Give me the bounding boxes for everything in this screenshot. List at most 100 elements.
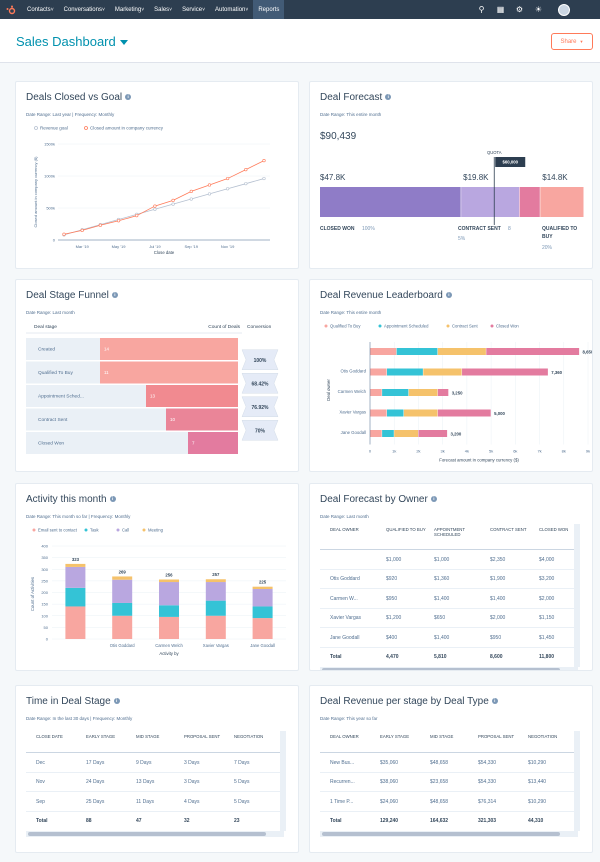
table-cell: $2,350 [490,556,506,563]
table-cell: $76,314 [478,798,497,805]
data-point [135,214,139,218]
scrollbar-thumb[interactable] [322,832,560,836]
quota-label: QUOTA [487,150,502,155]
table-cell: 25 Days [86,798,105,805]
table-cell: $10,290 [528,798,547,805]
y-tick-label: 150 [41,602,48,607]
marketplace-icon[interactable]: ▦ [496,5,505,14]
nav-item-marketing[interactable]: Marketing ˅ [110,0,149,19]
data-point [244,167,248,172]
data-point [207,183,212,187]
conversion-value: 68.42% [252,381,270,387]
gear-icon[interactable]: ⚙ [515,5,524,14]
info-icon[interactable]: i [125,94,132,101]
x-tick-label: 3k [441,449,445,454]
table-row [26,792,284,812]
table-cell: $1,400 [434,634,450,641]
x-tick-label: 6k [513,449,517,454]
nav-item-label: Sales [154,6,170,13]
card-subtitle: Date Range: This year so far [320,716,378,721]
nav-item-label: Marketing [114,6,142,13]
nav-item-sales[interactable]: Sales ˅ [149,0,177,19]
bar-segment [65,587,86,607]
stage-name: CONTRACT SENT [458,226,501,232]
table-cell: $950 [386,595,398,602]
share-button[interactable]: Share ▼ [551,33,593,50]
table-row [320,628,578,648]
vertical-scrollbar[interactable] [574,524,580,667]
info-icon[interactable]: i [430,496,437,503]
scrollbar-thumb[interactable] [322,668,560,670]
table-cell: $1,200 [386,615,402,622]
info-icon[interactable]: i [113,698,120,705]
bell-icon[interactable]: ☀ [534,5,543,14]
table-cell: $54,330 [478,779,497,786]
info-icon[interactable]: i [491,698,498,705]
bar-segment [437,409,491,417]
info-icon[interactable]: i [385,94,392,101]
table-cell: $950 [490,634,502,641]
scrollbar-thumb[interactable] [28,832,266,836]
bar-segment [386,409,404,417]
x-tick-label: Jul '19 [149,244,161,249]
nav-item-reports[interactable]: Reports [253,0,285,19]
vertical-scrollbar[interactable] [280,731,286,831]
avatar[interactable] [558,3,570,16]
nav-item-conversations[interactable]: Conversations ˅ [59,0,110,19]
deal-forecast-card: Deal Forecast i Date Range: This entire m… [309,81,593,269]
legend-label: Meeting [148,528,164,533]
legend-label: Qualified To Buy [330,324,361,329]
data-point [116,219,121,223]
total-cell: 23 [234,818,240,825]
conversion-chevron [241,349,279,370]
search-icon[interactable]: ⚲ [478,5,485,14]
data-point [171,202,175,206]
table-cell: Otis Goddard [330,576,360,583]
table-cell: 11 Days [136,798,154,805]
y-tick-label: 200 [41,590,48,595]
bar-segment [159,616,179,639]
page-title: Sales Dashboard [16,34,116,49]
card-subtitle: Date Range: This month so far | Frequenc… [26,514,131,519]
hubspot-logo-icon[interactable] [0,0,22,19]
x-tick-label: 7k [537,449,541,454]
bar-segment [205,579,226,583]
page-header: Sales Dashboard Share ▼ [0,19,600,63]
x-tick-label: Carmen Welch [155,643,183,648]
x-tick-label: 8k [562,449,566,454]
table-header-row [320,524,578,550]
stage-pct: 5% [458,236,466,242]
y-tick-label: 50 [44,625,49,630]
deal-count: 13 [150,394,156,399]
column-header: CLOSE DATE [36,734,63,739]
x-tick-label: Sep '19 [185,244,199,249]
table-cell: $38,060 [380,779,399,786]
stage-label: Closed Won [38,441,64,447]
dashboard-selector[interactable]: Sales Dashboard [16,34,128,49]
total-label: 257 [212,572,220,577]
nav-item-contacts[interactable]: Contacts ˅ [22,0,59,19]
table-cell: $3,200 [539,576,555,583]
deal-count: 14 [104,347,110,352]
deal-forecast-by-owner-card: Deal Forecast by Owner i Date Range: Last… [309,483,593,671]
table-cell: $10,290 [528,759,547,766]
column-header: NEGOTIATION [234,734,264,739]
bar-segment [252,618,273,639]
total-label: 225 [259,580,267,585]
nav-item-automation[interactable]: Automation ˅ [210,0,253,19]
nav-item-service[interactable]: Service ˅ [177,0,210,19]
table-cell: $1,450 [539,634,555,641]
table-cell: $1,400 [490,595,506,602]
card-subtitle: Date Range: This entire month [320,112,382,117]
chevron-down-icon: ˅ [141,6,145,13]
info-icon[interactable]: i [111,292,118,299]
stage-pct: 100% [362,226,375,232]
conversion-value: 100% [254,358,267,364]
column-header: NEGOTIATION [528,734,558,739]
data-point [153,204,157,208]
info-icon[interactable]: i [445,292,452,299]
info-icon[interactable]: i [109,496,116,503]
vertical-scrollbar[interactable] [574,731,580,831]
column-header: DEAL OWNER [330,527,359,532]
total-label: 5,000 [494,411,505,416]
